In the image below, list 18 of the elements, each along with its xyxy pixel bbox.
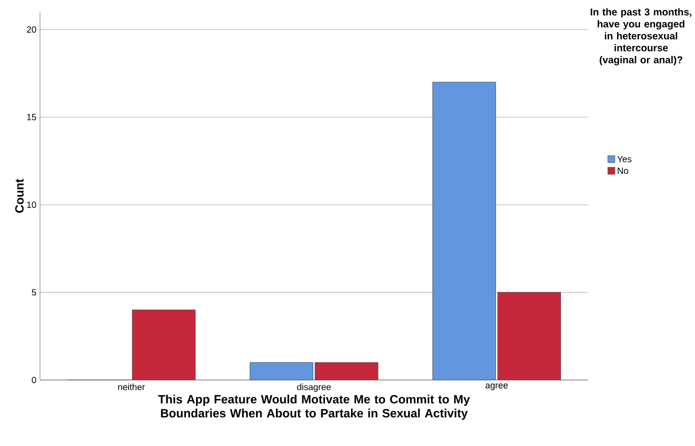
- y-tick-label: 0: [32, 376, 36, 384]
- legend-label: No: [618, 168, 628, 174]
- bar: [497, 292, 561, 380]
- y-axis-title: Count: [15, 178, 24, 213]
- y-tick-label: 20: [26, 26, 36, 33]
- legend-title: In the past 3 months, have you engaged in heterosexual intercourse (vaginal or anal)?: [590, 8, 692, 66]
- bar: [250, 362, 314, 380]
- y-tick-label: 5: [32, 289, 36, 296]
- y-tick-label: 15: [27, 114, 36, 120]
- x-axis-title: This App Feature Would Motivate Me to Commit to My Boundaries When About to Partake in Sexual Activity: [158, 394, 470, 420]
- x-tick-label: agree: [486, 384, 508, 390]
- bar: [132, 310, 196, 380]
- legend-label: Yes: [617, 156, 632, 162]
- y-tick-label: 10: [27, 202, 36, 208]
- x-tick-label: disagree: [297, 384, 331, 392]
- bar: [314, 362, 378, 380]
- bar: [432, 82, 496, 380]
- x-tick-label: neither: [118, 384, 145, 390]
